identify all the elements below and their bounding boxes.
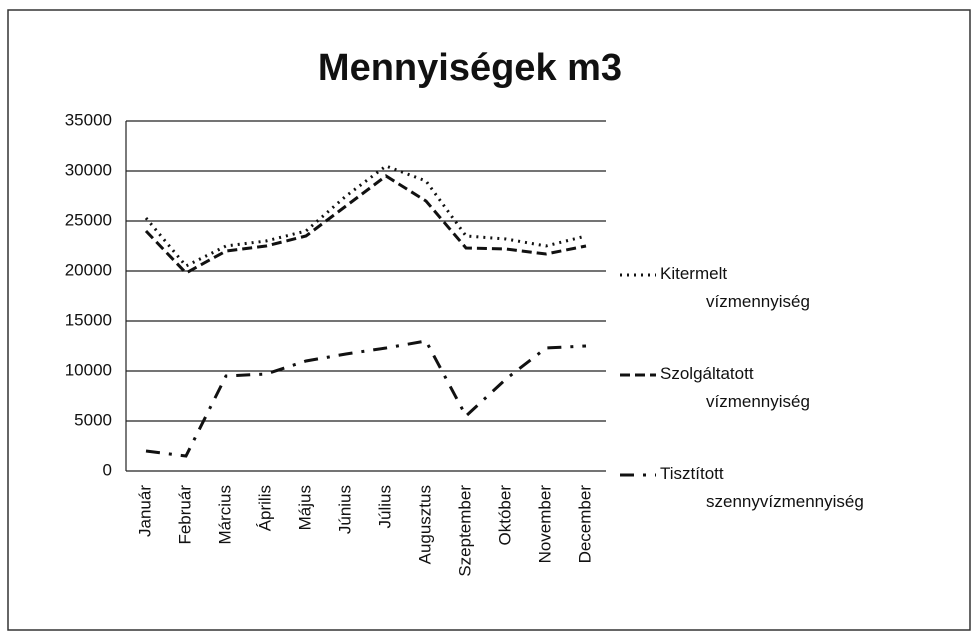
series-line (145, 339, 587, 458)
y-tick-label: 15000 (65, 310, 112, 329)
chart-title: Mennyiségek m3 (318, 47, 622, 89)
y-tick-label: 20000 (65, 260, 112, 279)
legend-label: Szolgáltatott vízmennyiség (660, 364, 810, 411)
y-tick-label: 30000 (65, 160, 112, 179)
y-tick-label: 35000 (65, 110, 112, 129)
x-tick-label: Április (255, 485, 274, 531)
x-tick-label: Augusztus (415, 485, 434, 564)
x-tick-label: Május (295, 485, 314, 530)
y-tick-label: 5000 (74, 410, 112, 429)
y-tick-label: 25000 (65, 210, 112, 229)
x-tick-label: Március (215, 485, 234, 545)
x-tick-label: Június (335, 485, 354, 534)
x-tick-label: Július (375, 485, 394, 528)
x-tick-label: November (535, 485, 554, 564)
x-tick-label: Február (175, 485, 194, 545)
x-tick-label: Szeptember (455, 485, 474, 577)
x-tick-label: December (575, 485, 594, 564)
y-tick-label: 0 (103, 460, 112, 479)
chart-frame (7, 9, 971, 631)
y-tick-label: 10000 (65, 360, 112, 379)
x-tick-label: Október (495, 485, 514, 546)
x-tick-label: Január (135, 485, 154, 537)
legend-label: Kitermelt vízmennyiség (660, 264, 810, 311)
series-line (144, 164, 587, 268)
legend-label: Tisztított szennyvízmennyiség (660, 464, 864, 511)
series-line (144, 174, 587, 275)
